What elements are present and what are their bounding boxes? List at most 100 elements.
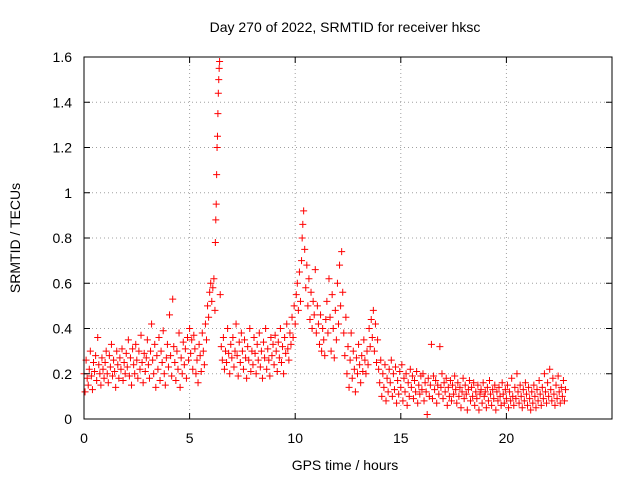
- data-point: [84, 381, 92, 389]
- data-point: [547, 386, 555, 394]
- data-point: [161, 381, 169, 389]
- data-point: [551, 401, 559, 409]
- data-point: [350, 365, 358, 373]
- data-point: [99, 365, 107, 373]
- data-point: [313, 302, 321, 310]
- data-point: [211, 239, 219, 247]
- data-point: [365, 325, 373, 332]
- data-point: [256, 363, 264, 371]
- data-point: [522, 390, 530, 398]
- data-point: [520, 397, 528, 405]
- data-point: [548, 397, 556, 405]
- x-tick-label: 0: [80, 430, 88, 446]
- data-point: [185, 356, 193, 364]
- data-point: [312, 329, 320, 337]
- data-point: [420, 397, 428, 405]
- data-point: [133, 356, 141, 364]
- data-point: [498, 379, 506, 387]
- data-point: [144, 361, 152, 369]
- data-point: [113, 347, 121, 355]
- data-point: [270, 361, 278, 369]
- data-point: [369, 306, 377, 314]
- data-point: [315, 340, 323, 348]
- data-point: [515, 399, 523, 407]
- data-point: [183, 334, 191, 342]
- data-point: [213, 171, 221, 179]
- data-point: [513, 370, 521, 378]
- data-point: [220, 365, 228, 373]
- data-point: [105, 352, 113, 360]
- data-point: [374, 336, 382, 344]
- data-point: [409, 395, 417, 403]
- data-point: [135, 347, 143, 355]
- data-point: [535, 377, 543, 385]
- y-tick-label: 1.4: [53, 94, 73, 110]
- data-point: [266, 372, 274, 380]
- x-axis-label: GPS time / hours: [292, 457, 399, 473]
- data-point: [195, 340, 203, 348]
- data-point: [252, 370, 260, 378]
- data-point: [426, 381, 434, 389]
- data-point: [124, 336, 132, 344]
- data-point: [385, 365, 393, 373]
- data-point: [214, 110, 222, 118]
- data-point: [344, 343, 352, 351]
- data-point: [284, 345, 292, 353]
- data-point: [314, 320, 322, 328]
- data-point: [100, 374, 108, 382]
- data-point: [226, 370, 234, 378]
- data-point: [298, 257, 306, 265]
- data-point: [398, 361, 406, 369]
- data-point: [150, 370, 158, 378]
- data-point: [180, 361, 188, 369]
- data-point: [499, 390, 507, 398]
- data-point: [355, 340, 363, 348]
- data-point: [294, 306, 302, 314]
- data-point: [505, 404, 513, 412]
- data-point: [517, 392, 525, 400]
- data-point: [441, 388, 449, 396]
- data-point: [145, 374, 153, 382]
- data-point: [308, 325, 316, 332]
- data-point: [323, 297, 331, 305]
- data-point: [114, 361, 122, 369]
- data-point: [449, 381, 457, 389]
- data-point: [206, 288, 214, 296]
- data-point: [540, 370, 548, 378]
- data-point: [503, 381, 511, 389]
- data-point: [466, 397, 474, 405]
- data-point: [371, 320, 379, 328]
- data-point: [473, 395, 481, 403]
- data-point: [136, 365, 144, 373]
- data-point: [370, 347, 378, 355]
- data-point: [519, 386, 527, 394]
- data-point: [358, 352, 366, 360]
- data-point: [303, 261, 311, 269]
- data-point: [529, 399, 537, 407]
- x-ticks: 0 5 10 15 20: [80, 57, 514, 446]
- data-point: [160, 370, 168, 378]
- data-point: [399, 397, 407, 405]
- data-point: [375, 365, 383, 373]
- data-point: [296, 297, 304, 305]
- data-point: [382, 397, 390, 405]
- data-point: [223, 358, 231, 366]
- data-point: [324, 329, 332, 337]
- data-point: [138, 358, 146, 366]
- data-point: [118, 345, 126, 353]
- x-tick-label: 10: [287, 430, 303, 446]
- data-point: [510, 401, 518, 409]
- y-tick-label: 1.2: [53, 140, 73, 156]
- data-point: [116, 354, 124, 362]
- data-point: [403, 401, 411, 409]
- data-point: [280, 370, 288, 378]
- data-point: [87, 372, 95, 380]
- data-point: [481, 388, 489, 396]
- data-point: [304, 302, 312, 310]
- data-point: [484, 397, 492, 405]
- data-point: [401, 388, 409, 396]
- data-point: [479, 379, 487, 387]
- data-point: [317, 311, 325, 319]
- data-point: [134, 374, 142, 382]
- data-point: [446, 377, 454, 385]
